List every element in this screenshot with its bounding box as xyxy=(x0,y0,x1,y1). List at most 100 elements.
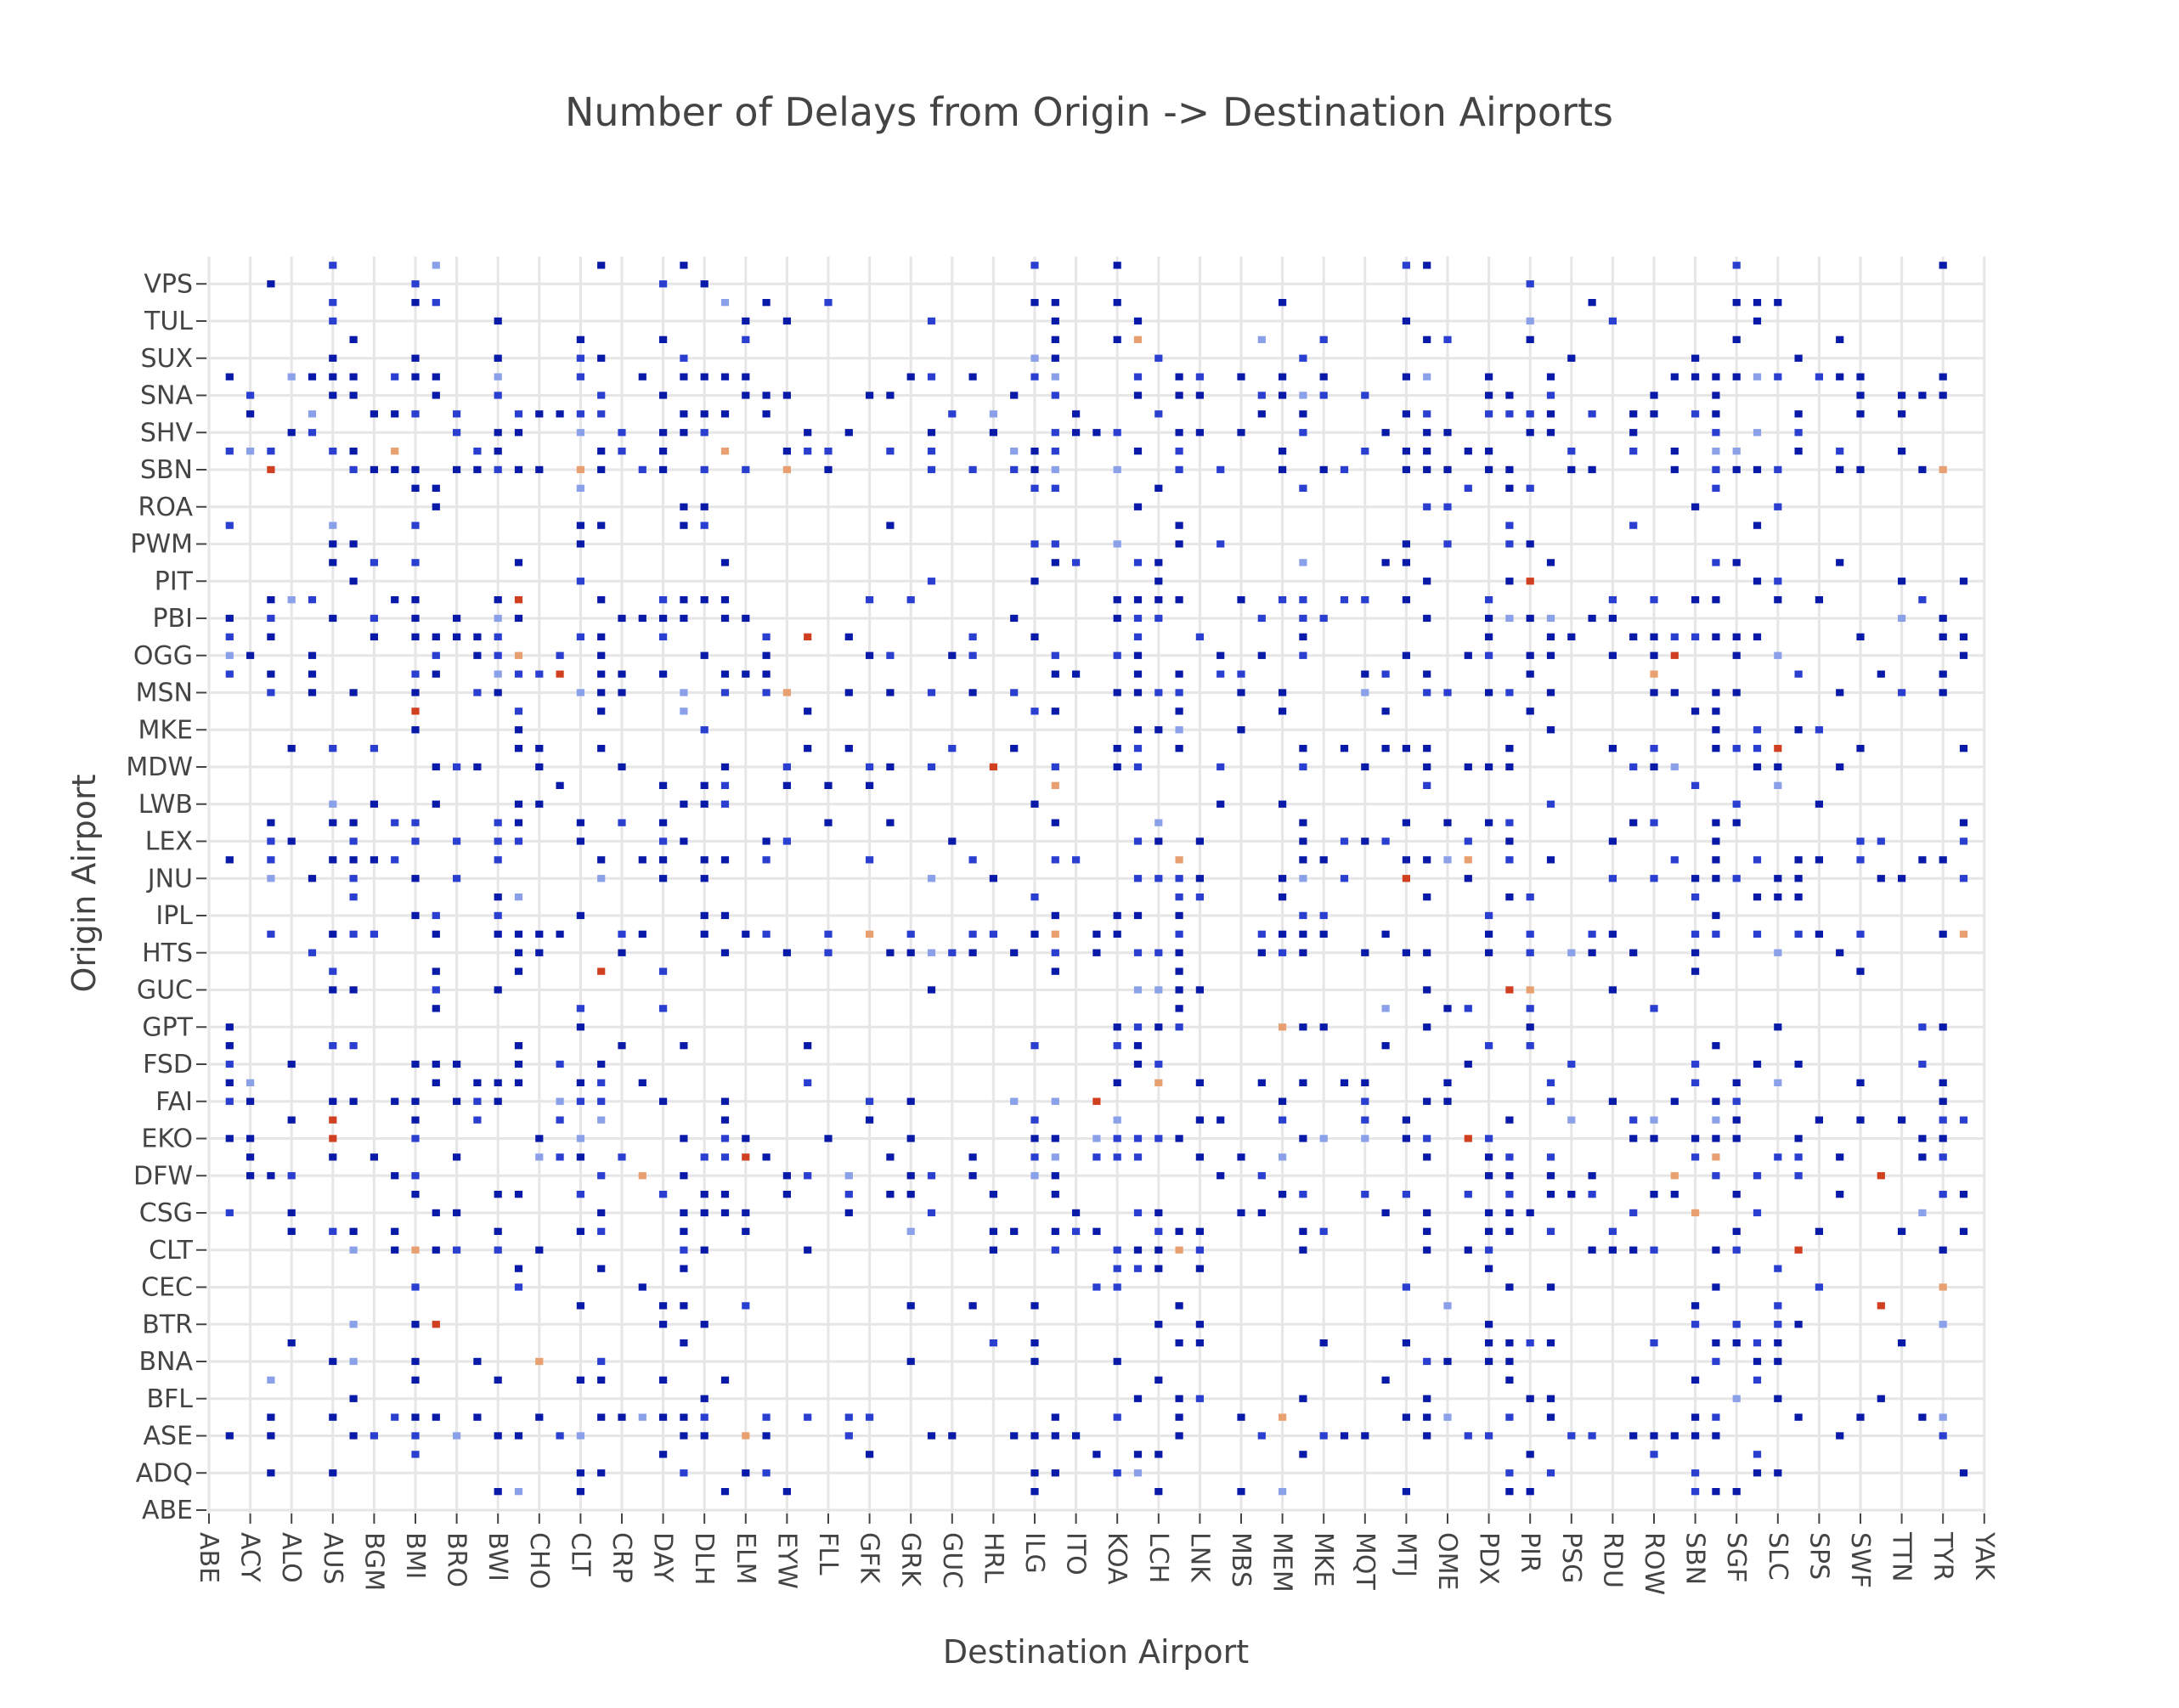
heatmap-cell xyxy=(1464,1135,1472,1142)
heatmap-cell xyxy=(453,1153,461,1161)
heatmap-cell xyxy=(1712,559,1720,567)
x-tick-label: GFK xyxy=(855,1532,884,1585)
heatmap-cell xyxy=(1546,633,1555,640)
heatmap-cell xyxy=(1691,1060,1700,1068)
heatmap-cell xyxy=(1898,875,1906,882)
heatmap-cell xyxy=(1794,875,1803,882)
heatmap-cell xyxy=(1443,1097,1452,1105)
heatmap-cell xyxy=(1423,1395,1431,1402)
heatmap-cell xyxy=(1650,763,1658,771)
heatmap-cell xyxy=(1175,893,1183,901)
heatmap-cell xyxy=(1732,1227,1741,1235)
heatmap-cell xyxy=(1753,1451,1762,1458)
heatmap-cell xyxy=(1732,1079,1741,1086)
heatmap-cell xyxy=(680,1432,688,1440)
heatmap-cell xyxy=(782,763,791,771)
heatmap-cell xyxy=(1030,1153,1039,1161)
heatmap-cell xyxy=(329,986,337,994)
heatmap-cell xyxy=(1051,465,1059,474)
heatmap-cell xyxy=(1567,1432,1576,1440)
heatmap-cell xyxy=(370,1153,378,1161)
heatmap-cell xyxy=(1939,1191,1947,1198)
heatmap-cell xyxy=(411,1413,420,1421)
heatmap-cell xyxy=(1195,1339,1204,1347)
heatmap-cell xyxy=(1030,1302,1039,1310)
heatmap-cell xyxy=(1175,911,1183,920)
heatmap-cell xyxy=(329,1153,337,1161)
heatmap-cell xyxy=(720,800,730,808)
heatmap-cell xyxy=(1443,1413,1452,1421)
heatmap-cell xyxy=(1051,559,1059,567)
heatmap-cell xyxy=(1608,875,1617,882)
heatmap-cell xyxy=(1546,429,1555,437)
heatmap-cell xyxy=(1485,1153,1493,1161)
heatmap-cell xyxy=(1299,1246,1307,1254)
heatmap-cell xyxy=(514,1265,523,1272)
heatmap-cell xyxy=(1732,1097,1741,1105)
heatmap-cell xyxy=(1257,1432,1266,1440)
x-tick-label: AUS xyxy=(318,1532,347,1585)
heatmap-cell xyxy=(1195,373,1204,380)
heatmap-cell xyxy=(762,299,771,307)
heatmap-cell xyxy=(411,280,420,288)
heatmap-cell xyxy=(1794,856,1803,864)
heatmap-cell xyxy=(720,1153,730,1161)
heatmap-cell xyxy=(700,800,708,808)
heatmap-cell xyxy=(391,856,399,864)
heatmap-cell xyxy=(1836,465,1844,474)
y-tick-label: CEC xyxy=(141,1273,193,1303)
heatmap-cell xyxy=(804,633,812,640)
heatmap-cell xyxy=(1133,745,1143,753)
heatmap-cell xyxy=(1918,1023,1927,1031)
heatmap-cell xyxy=(1546,1283,1555,1291)
heatmap-cell xyxy=(1732,745,1741,753)
heatmap-cell xyxy=(1753,726,1762,734)
heatmap-cell xyxy=(1154,1265,1163,1272)
heatmap-cell xyxy=(659,633,668,640)
heatmap-cell xyxy=(1815,800,1823,808)
heatmap-cell xyxy=(1175,745,1183,753)
x-tick-label: TYR xyxy=(1928,1531,1957,1581)
heatmap-cell xyxy=(762,633,771,640)
heatmap-cell xyxy=(886,448,895,455)
heatmap-cell xyxy=(1217,651,1225,659)
heatmap-cell xyxy=(432,670,440,678)
heatmap-cell xyxy=(1774,596,1782,604)
heatmap-cell xyxy=(432,392,440,399)
x-tick-label: GUC xyxy=(937,1532,967,1588)
heatmap-cell xyxy=(267,930,275,938)
heatmap-cell xyxy=(535,670,544,678)
heatmap-cell xyxy=(700,651,708,659)
heatmap-cell xyxy=(1629,763,1638,771)
heatmap-cell xyxy=(1133,1451,1143,1458)
heatmap-cell xyxy=(432,651,440,659)
heatmap-cell xyxy=(700,1395,708,1402)
heatmap-cell xyxy=(720,856,730,864)
heatmap-cell xyxy=(1836,559,1844,567)
heatmap-cell xyxy=(1361,596,1369,604)
heatmap-cell xyxy=(329,800,337,808)
heatmap-cell xyxy=(1670,373,1679,380)
heatmap-cell xyxy=(1423,614,1431,623)
heatmap-cell xyxy=(1670,633,1679,640)
heatmap-cell xyxy=(370,856,378,864)
heatmap-cell xyxy=(1195,1246,1204,1254)
y-axis-title: Origin Airport xyxy=(65,774,103,992)
heatmap-cell xyxy=(866,1451,874,1458)
heatmap-cell xyxy=(225,670,234,678)
heatmap-cell xyxy=(556,410,564,418)
heatmap-cell xyxy=(1072,670,1081,678)
heatmap-cell xyxy=(1877,837,1885,845)
heatmap-cell xyxy=(968,949,977,956)
heatmap-cell xyxy=(514,651,523,659)
heatmap-cell xyxy=(370,465,378,474)
heatmap-cell xyxy=(844,1413,853,1421)
heatmap-cell xyxy=(494,614,502,623)
heatmap-cell xyxy=(1485,763,1493,771)
heatmap-cell xyxy=(1423,410,1431,418)
heatmap-cell xyxy=(1650,596,1658,604)
heatmap-cell xyxy=(1423,986,1431,994)
y-tick-label: OGG xyxy=(133,641,193,671)
heatmap-cell xyxy=(1629,1116,1638,1124)
heatmap-cell xyxy=(1299,410,1307,418)
